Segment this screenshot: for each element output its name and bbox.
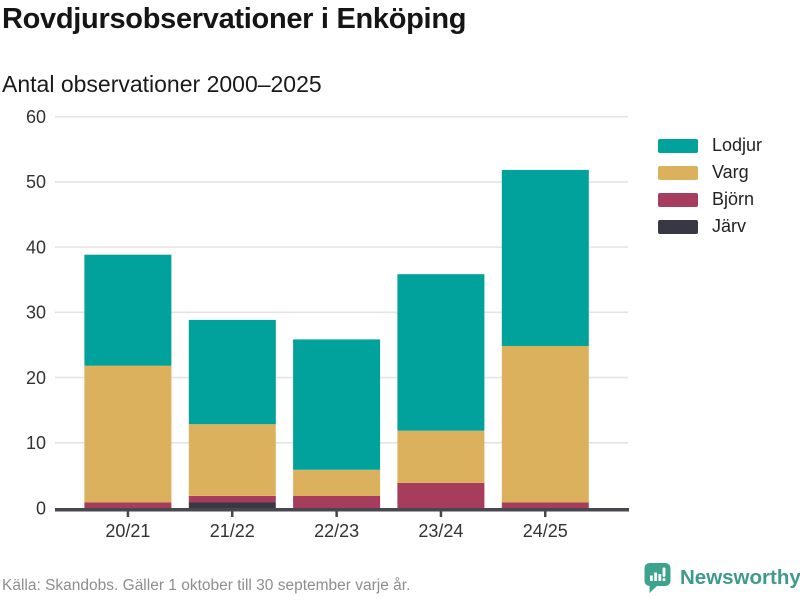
legend-swatch-varg bbox=[658, 165, 698, 180]
legend-label: Lodjur bbox=[712, 135, 763, 155]
x-axis-tick-label: 22/23 bbox=[314, 521, 359, 541]
bar-segment-lodjur bbox=[501, 169, 589, 346]
bar-segment-varg bbox=[501, 346, 589, 503]
legend-item-varg: Varg bbox=[658, 159, 762, 186]
source-note: Källa: Skandobs. Gäller 1 oktober till 3… bbox=[2, 577, 411, 594]
brand-name: Newsworthy bbox=[680, 566, 800, 589]
newsworthy-brand: Newsworthy bbox=[643, 562, 800, 594]
legend-swatch-lodjur bbox=[658, 138, 698, 153]
y-axis-tick-label: 50 bbox=[26, 172, 46, 192]
x-axis-tick-label: 24/25 bbox=[523, 521, 568, 541]
bar-segment-björn bbox=[188, 496, 276, 503]
bar-segment-varg bbox=[293, 469, 381, 496]
x-axis-line bbox=[55, 508, 629, 512]
x-axis-tick-label: 21/22 bbox=[210, 521, 255, 541]
bar-segment-järv bbox=[188, 502, 276, 509]
bar-segment-varg bbox=[397, 430, 485, 483]
x-axis-tick bbox=[439, 511, 443, 517]
x-axis-tick bbox=[126, 511, 130, 517]
bar-segment-varg bbox=[188, 424, 276, 496]
legend-swatch-jarv bbox=[658, 219, 698, 234]
legend-label: Varg bbox=[712, 162, 749, 182]
chart-legend: Lodjur Varg Björn Järv bbox=[658, 132, 762, 240]
x-axis-tick bbox=[231, 511, 234, 517]
chart-title: Rovdjursobservationer i Enköping bbox=[2, 3, 467, 35]
bar-segment-björn bbox=[397, 482, 485, 509]
y-axis-tick-label: 20 bbox=[26, 368, 46, 388]
bar-segment-lodjur bbox=[397, 274, 485, 431]
stacked-bar-chart: 20/21 21/22 22/23 23/24 24/25 0 10 20 30 40 50 60 bbox=[26, 107, 629, 541]
legend-item-lodjur: Lodjur bbox=[658, 132, 762, 159]
x-axis-tick bbox=[335, 511, 338, 517]
bar-segment-björn bbox=[293, 496, 381, 509]
y-axis-tick-label: 40 bbox=[26, 237, 46, 257]
bar-segment-lodjur bbox=[188, 319, 276, 425]
bar-segment-lodjur bbox=[293, 339, 381, 470]
chart-subtitle: Antal observationer 2000–2025 bbox=[2, 71, 322, 97]
bar-segment-varg bbox=[84, 365, 172, 503]
newsworthy-logo-icon bbox=[644, 563, 671, 593]
legend-label: Järv bbox=[712, 216, 747, 236]
legend-item-jarv: Järv bbox=[658, 213, 762, 240]
legend-label: Björn bbox=[712, 189, 755, 209]
y-axis-tick-label: 30 bbox=[26, 303, 46, 323]
x-axis-tick bbox=[544, 511, 547, 517]
y-axis-tick-label: 0 bbox=[36, 498, 46, 518]
bar-segment-björn bbox=[84, 502, 172, 509]
legend-swatch-bjorn bbox=[658, 192, 698, 207]
legend-item-bjorn: Björn bbox=[658, 186, 762, 213]
bar-segment-björn bbox=[501, 502, 589, 509]
x-axis-tick-label: 23/24 bbox=[418, 521, 463, 541]
y-axis-tick-label: 10 bbox=[26, 433, 46, 453]
y-axis-tick-label: 60 bbox=[26, 107, 46, 127]
x-axis-tick-label: 20/21 bbox=[105, 521, 150, 541]
bar-segment-lodjur bbox=[84, 254, 172, 366]
